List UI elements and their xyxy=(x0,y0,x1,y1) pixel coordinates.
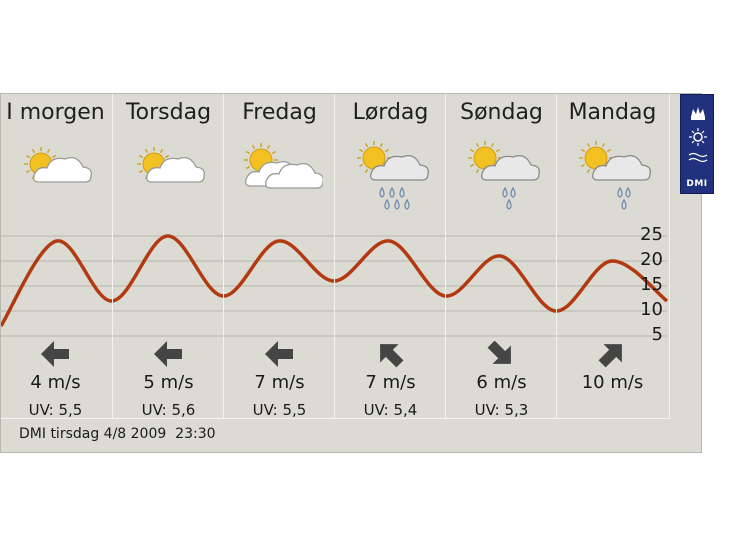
rain-drops-icon xyxy=(502,186,516,210)
dmi-logo-text: DMI xyxy=(686,179,708,189)
temperature-curve xyxy=(1,234,669,327)
y-tick-label: 10 xyxy=(640,299,663,320)
rain-cloud-icon xyxy=(481,154,540,181)
sun-rain-cloud-icon xyxy=(357,141,429,210)
cloud-icon xyxy=(146,156,205,183)
wind-speed: 7 m/s xyxy=(365,372,416,393)
sun-rain-cloud-icon xyxy=(579,141,651,210)
day-name: Mandag xyxy=(568,100,657,125)
uv-index: UV: 5,4 xyxy=(363,401,418,419)
cloud-icon xyxy=(33,156,92,183)
day-name: Søndag xyxy=(460,100,543,125)
day-separator xyxy=(112,94,113,418)
sun-clouds-icon xyxy=(244,143,323,189)
day-column-5[interactable]: Mandag 10 m/s xyxy=(558,94,667,418)
wind-speed: 7 m/s xyxy=(254,372,305,393)
wind-speed: 6 m/s xyxy=(476,372,527,393)
wind-northeast-arrow-icon xyxy=(598,344,622,368)
day-separator xyxy=(445,94,446,418)
rain-cloud-icon xyxy=(370,154,429,181)
rain-drops-icon xyxy=(379,186,410,210)
uv-index: UV: 5,5 xyxy=(252,401,307,419)
wind-northwest-arrow-icon xyxy=(380,344,404,368)
forecast-timestamp: DMI tirsdag 4/8 2009 23:30 xyxy=(19,426,216,442)
day-name: I morgen xyxy=(6,100,105,125)
rain-cloud-icon xyxy=(592,154,651,181)
y-tick-label: 25 xyxy=(640,224,663,245)
y-tick-label: 5 xyxy=(651,324,663,345)
day-name: Fredag xyxy=(242,100,317,125)
panel-divider xyxy=(1,418,669,419)
day-separator xyxy=(334,94,335,418)
y-tick-label: 15 xyxy=(640,274,663,295)
day-separator xyxy=(556,94,557,418)
y-tick-label: 20 xyxy=(640,249,663,270)
dmi-crown-sun-icon xyxy=(688,107,708,163)
sun-rain-cloud-icon xyxy=(468,141,540,210)
uv-index: UV: 5,5 xyxy=(28,401,83,419)
day-separator xyxy=(223,94,224,418)
day-column-3[interactable]: Lørdag 7 m/s UV: 5,4 xyxy=(336,94,445,419)
wind-southeast-arrow-icon xyxy=(487,340,511,364)
uv-index: UV: 5,3 xyxy=(474,401,529,419)
forecast-widget: 25 20 15 10 5 I morgen 4 m/s UV: 5,5 Torsdag 5 m… xyxy=(0,93,702,453)
wind-west-arrow-icon xyxy=(154,341,182,367)
sun-cloud-icon xyxy=(137,147,205,183)
day-column-4[interactable]: Søndag 6 m/s UV: 5,3 xyxy=(447,94,556,419)
wind-west-arrow-icon xyxy=(265,341,293,367)
wind-west-arrow-icon xyxy=(41,341,69,367)
day-column-1[interactable]: Torsdag 5 m/s UV: 5,6 xyxy=(114,94,223,419)
wind-speed: 4 m/s xyxy=(30,372,81,393)
uv-index: UV: 5,6 xyxy=(141,401,196,419)
wind-speed: 10 m/s xyxy=(581,372,644,393)
rain-drops-icon xyxy=(617,186,631,210)
day-column-2[interactable]: Fredag 7 m/s UV: 5,5 xyxy=(225,94,334,419)
day-name: Lørdag xyxy=(352,100,429,125)
wind-speed: 5 m/s xyxy=(143,372,194,393)
sun-cloud-icon xyxy=(24,147,92,183)
dmi-logo[interactable]: DMI xyxy=(680,94,714,194)
day-column-0[interactable]: I morgen 4 m/s UV: 5,5 xyxy=(1,94,110,419)
panel-edge xyxy=(669,94,670,419)
day-name: Torsdag xyxy=(125,100,212,125)
sun-icon xyxy=(468,141,502,175)
